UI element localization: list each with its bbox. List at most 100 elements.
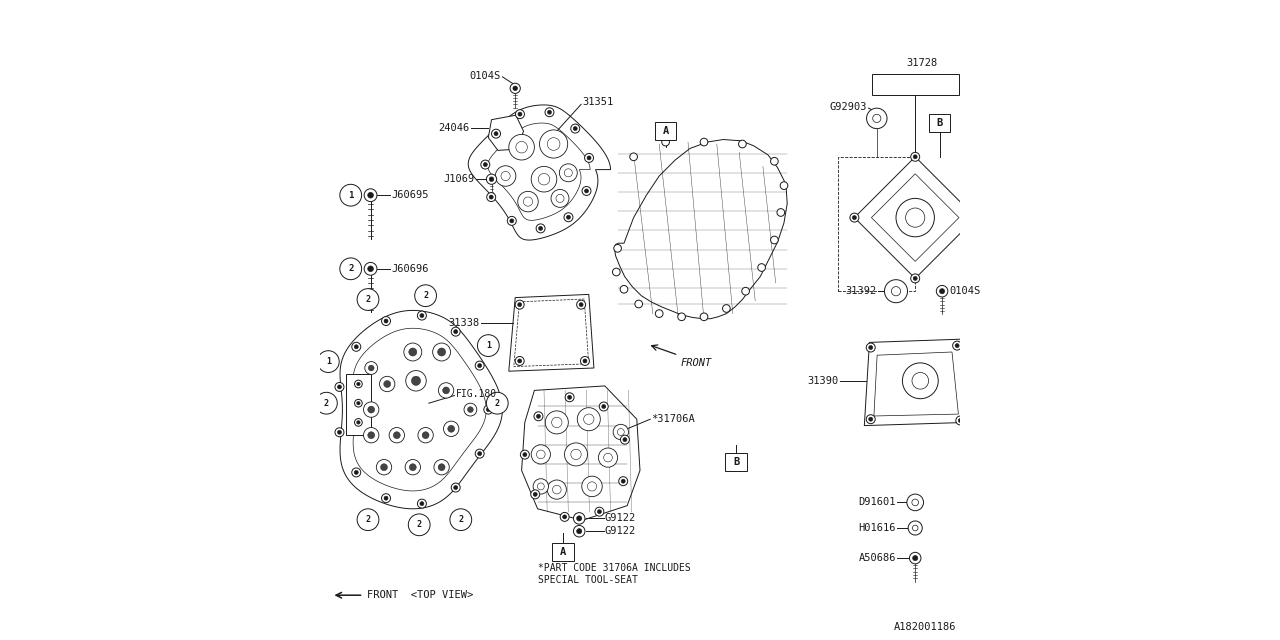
Circle shape	[408, 514, 430, 536]
Text: D91601: D91601	[859, 497, 896, 508]
Circle shape	[598, 509, 602, 514]
Circle shape	[516, 109, 525, 118]
Circle shape	[486, 174, 497, 184]
Circle shape	[722, 305, 730, 312]
Circle shape	[579, 303, 584, 307]
Circle shape	[585, 154, 594, 163]
Circle shape	[511, 83, 521, 93]
Circle shape	[434, 460, 449, 475]
Circle shape	[550, 189, 570, 207]
Text: 1: 1	[326, 357, 330, 366]
Circle shape	[486, 408, 490, 412]
Circle shape	[906, 494, 924, 511]
Polygon shape	[468, 105, 611, 240]
Circle shape	[509, 134, 535, 160]
Circle shape	[509, 219, 513, 223]
Text: 31728: 31728	[906, 58, 937, 68]
Circle shape	[484, 405, 493, 414]
Circle shape	[534, 492, 538, 497]
Text: 2: 2	[348, 264, 353, 273]
Text: H01616: H01616	[859, 523, 896, 533]
Text: *PART CODE 31706A INCLUDES
SPECIAL TOOL-SEAT: *PART CODE 31706A INCLUDES SPECIAL TOOL-…	[538, 563, 690, 585]
Polygon shape	[340, 310, 503, 509]
Text: B: B	[733, 457, 739, 467]
Circle shape	[489, 177, 494, 182]
Circle shape	[655, 310, 663, 317]
Text: 31338: 31338	[449, 318, 480, 328]
Circle shape	[582, 186, 591, 195]
Text: 2: 2	[417, 520, 421, 529]
Circle shape	[595, 508, 604, 516]
Circle shape	[352, 468, 361, 477]
FancyBboxPatch shape	[553, 543, 575, 561]
Circle shape	[340, 258, 362, 280]
Circle shape	[367, 192, 374, 198]
Circle shape	[913, 525, 918, 531]
Circle shape	[516, 141, 527, 153]
Circle shape	[902, 363, 938, 399]
Text: A182001186: A182001186	[893, 622, 956, 632]
Circle shape	[518, 112, 522, 116]
Text: J1069: J1069	[443, 174, 475, 184]
Circle shape	[867, 415, 876, 424]
Circle shape	[467, 407, 474, 413]
Circle shape	[623, 438, 627, 442]
Circle shape	[571, 124, 580, 133]
Circle shape	[910, 552, 922, 564]
Text: G92903: G92903	[829, 102, 868, 112]
Circle shape	[517, 191, 539, 212]
Circle shape	[630, 153, 637, 161]
Circle shape	[516, 300, 525, 309]
Circle shape	[495, 166, 516, 186]
Circle shape	[571, 449, 581, 460]
Circle shape	[620, 285, 628, 293]
Circle shape	[909, 521, 922, 535]
Circle shape	[357, 401, 360, 405]
Circle shape	[563, 515, 567, 519]
Circle shape	[410, 464, 416, 470]
Text: J60695: J60695	[392, 190, 429, 200]
Circle shape	[955, 344, 959, 348]
Circle shape	[852, 216, 856, 220]
Circle shape	[404, 343, 422, 361]
Bar	[838, 157, 915, 291]
Circle shape	[481, 160, 490, 169]
Circle shape	[536, 224, 545, 233]
Circle shape	[317, 351, 339, 372]
Circle shape	[357, 420, 360, 424]
Circle shape	[585, 189, 589, 193]
Circle shape	[364, 402, 379, 417]
Text: 2: 2	[458, 515, 463, 524]
Bar	[346, 374, 371, 435]
Circle shape	[577, 408, 600, 431]
Circle shape	[869, 417, 873, 421]
Circle shape	[538, 483, 544, 490]
Circle shape	[380, 464, 388, 470]
Text: 2: 2	[366, 515, 370, 524]
Text: 31351: 31351	[582, 97, 613, 108]
Circle shape	[974, 216, 978, 220]
Circle shape	[367, 406, 375, 413]
Circle shape	[503, 127, 512, 138]
Circle shape	[475, 449, 484, 458]
Circle shape	[540, 130, 568, 158]
Text: *31706A: *31706A	[652, 414, 695, 424]
Text: G9122: G9122	[605, 526, 636, 536]
Circle shape	[517, 359, 522, 363]
Polygon shape	[508, 294, 594, 371]
Circle shape	[355, 380, 362, 388]
Circle shape	[438, 383, 454, 398]
Circle shape	[556, 195, 564, 202]
Circle shape	[534, 412, 543, 420]
Circle shape	[561, 513, 570, 522]
Circle shape	[365, 362, 378, 374]
Circle shape	[404, 460, 420, 475]
Text: FIG.180: FIG.180	[457, 388, 498, 399]
Text: G9122: G9122	[605, 513, 636, 524]
Text: 2: 2	[324, 399, 329, 408]
Circle shape	[742, 287, 750, 295]
Circle shape	[453, 486, 458, 490]
Circle shape	[531, 445, 550, 464]
Circle shape	[486, 193, 495, 202]
Circle shape	[896, 198, 934, 237]
